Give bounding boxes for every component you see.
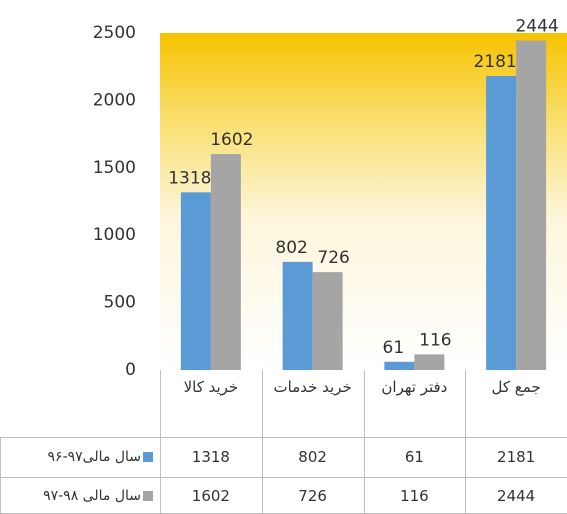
data-label: 1602 — [210, 130, 253, 150]
bar — [312, 272, 343, 370]
table-border — [465, 370, 467, 514]
legend-swatch — [143, 490, 153, 501]
table-border — [160, 370, 161, 514]
bar — [180, 192, 211, 370]
data-label: 2181 — [473, 52, 516, 72]
y-tick-label: 1000 — [93, 225, 136, 245]
bar — [210, 154, 241, 370]
category-label: دفتر تهران — [381, 378, 448, 396]
legend-swatch — [143, 452, 153, 462]
table-value: 61 — [404, 448, 424, 466]
category-label: جمع کل — [491, 378, 541, 396]
y-tick-label: 1500 — [93, 158, 136, 178]
bar — [414, 354, 445, 370]
data-label: 2444 — [515, 17, 558, 37]
table-border — [261, 370, 263, 514]
data-label: 116 — [419, 330, 451, 350]
table-value: 1318 — [191, 448, 230, 466]
y-tick-label: 2500 — [93, 23, 136, 43]
bar — [384, 361, 415, 370]
data-label: 802 — [275, 238, 307, 258]
data-label: 61 — [383, 338, 405, 358]
table-value: 802 — [298, 448, 327, 466]
data-label: 1318 — [168, 168, 211, 188]
bar — [282, 261, 313, 370]
bar — [486, 76, 517, 371]
data-label: 726 — [317, 248, 349, 268]
category-label: خرید خدمات — [273, 378, 352, 396]
bar — [516, 40, 547, 371]
table-border — [0, 437, 1, 514]
legend-label: سال مالی۹۷-۹۶ — [47, 449, 141, 465]
table-border — [0, 437, 567, 438]
y-tick-label: 2000 — [93, 90, 136, 110]
table-value: 116 — [400, 486, 429, 505]
table-value: 1602 — [191, 486, 230, 505]
category-label: خرید کالا — [183, 378, 239, 396]
table-value: 2181 — [497, 448, 536, 466]
table-value: 2444 — [497, 486, 536, 505]
table-border — [0, 477, 567, 478]
table-border — [363, 370, 365, 514]
y-tick-label: 500 — [104, 293, 136, 313]
y-tick-label: 0 — [125, 360, 136, 380]
legend-label: سال مالی ۹۸-۹۷ — [43, 487, 141, 504]
table-value: 726 — [298, 486, 327, 505]
